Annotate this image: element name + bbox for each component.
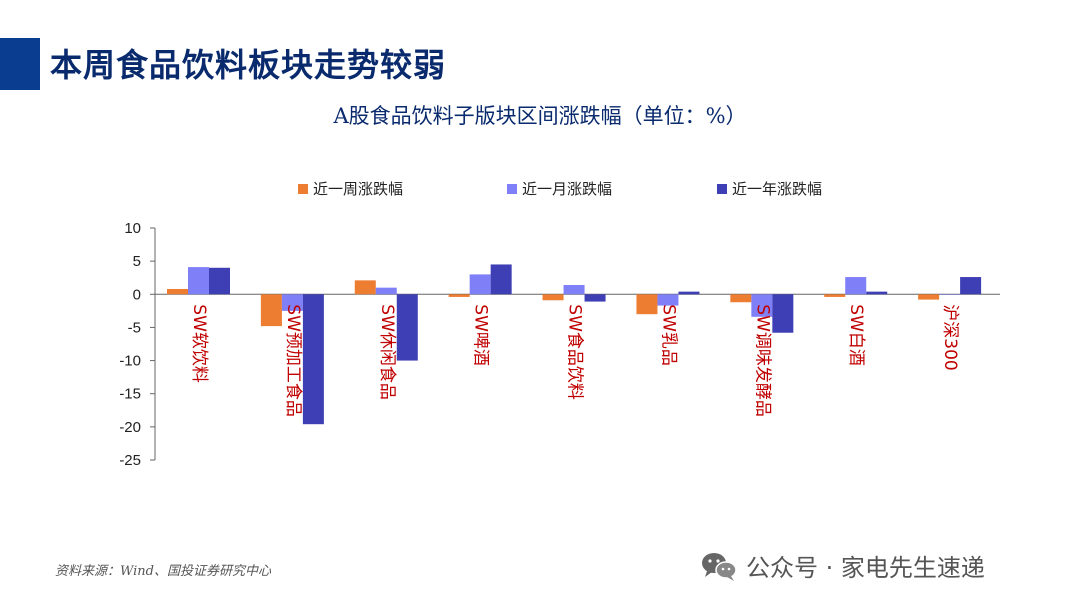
bar-3-5	[584, 294, 606, 302]
bar-1-7	[730, 294, 752, 303]
category-label-5: SW食品饮料	[565, 304, 585, 400]
category-label-9: 沪深300	[940, 304, 960, 370]
y-tick-label: 0	[133, 286, 141, 303]
y-tick-label: 5	[133, 253, 141, 270]
source-note: 资料来源：Wind、国投证券研究中心	[55, 564, 271, 579]
y-tick-label: -10	[119, 353, 141, 370]
watermark: 公众号 · 家电先生速递	[700, 548, 985, 583]
category-label-7: SW调味发酵品	[752, 304, 772, 417]
title-accent-bar	[0, 38, 40, 90]
bar-2-2	[281, 294, 303, 311]
y-tick-label: -20	[119, 419, 141, 436]
bar-2-6	[657, 294, 679, 306]
chart-title: A股食品饮料子版块区间涨跌幅（单位：%）	[333, 104, 747, 128]
legend-label-1: 近一周涨跌幅	[313, 180, 403, 198]
page-title: 本周食品饮料板块走势较弱	[50, 46, 447, 84]
y-tick-label: -25	[119, 452, 141, 469]
category-label-6: SW乳品	[658, 304, 678, 366]
category-label-8: SW白酒	[846, 304, 866, 366]
bar-1-5	[542, 294, 564, 301]
bar-3-2	[302, 294, 324, 425]
bar-3-6	[678, 291, 700, 295]
y-tick-label: 10	[124, 220, 141, 237]
bar-1-4	[448, 294, 470, 297]
y-tick-label: -5	[128, 319, 141, 336]
bar-2-4	[469, 274, 491, 295]
bar-1-3	[354, 280, 376, 295]
bar-3-7	[772, 294, 794, 333]
bar-3-9	[960, 277, 982, 295]
bar-3-4	[490, 264, 512, 295]
bar-3-8	[866, 291, 888, 295]
bar-chart: 近一周涨跌幅 近一月涨跌幅 近一年涨跌幅 10 5 0 -5 -10 -15 -20 -25 SW软饮…	[119, 180, 1000, 469]
legend-label-2: 近一月涨跌幅	[522, 180, 612, 198]
legend-swatch-2	[507, 184, 517, 194]
bar-1-8	[824, 294, 846, 297]
category-label-4: SW啤酒	[471, 304, 491, 366]
bar-1-6	[636, 294, 658, 315]
watermark-text: 公众号 · 家电先生速递	[746, 554, 985, 582]
bar-2-1	[188, 267, 209, 295]
wechat-icon	[702, 552, 737, 581]
bar-3-1	[209, 267, 230, 295]
legend-label-3: 近一年涨跌幅	[732, 180, 822, 198]
bar-1-1	[167, 288, 188, 295]
legend-swatch-1	[298, 184, 308, 194]
bar-3-3	[396, 294, 418, 361]
category-label-2: SW预加工食品	[283, 304, 303, 417]
bar-1-9	[918, 294, 940, 300]
bar-2-7	[751, 294, 773, 317]
category-label-3: SW休闲食品	[377, 304, 397, 400]
legend-swatch-3	[717, 184, 727, 194]
bar-2-8	[845, 277, 867, 295]
bar-2-5	[563, 285, 585, 295]
y-tick-label: -15	[119, 386, 141, 403]
bar-2-9	[939, 294, 961, 295]
category-label-1: SW软饮料	[189, 304, 209, 383]
bar-1-2	[260, 294, 282, 327]
bar-2-3	[375, 287, 397, 295]
